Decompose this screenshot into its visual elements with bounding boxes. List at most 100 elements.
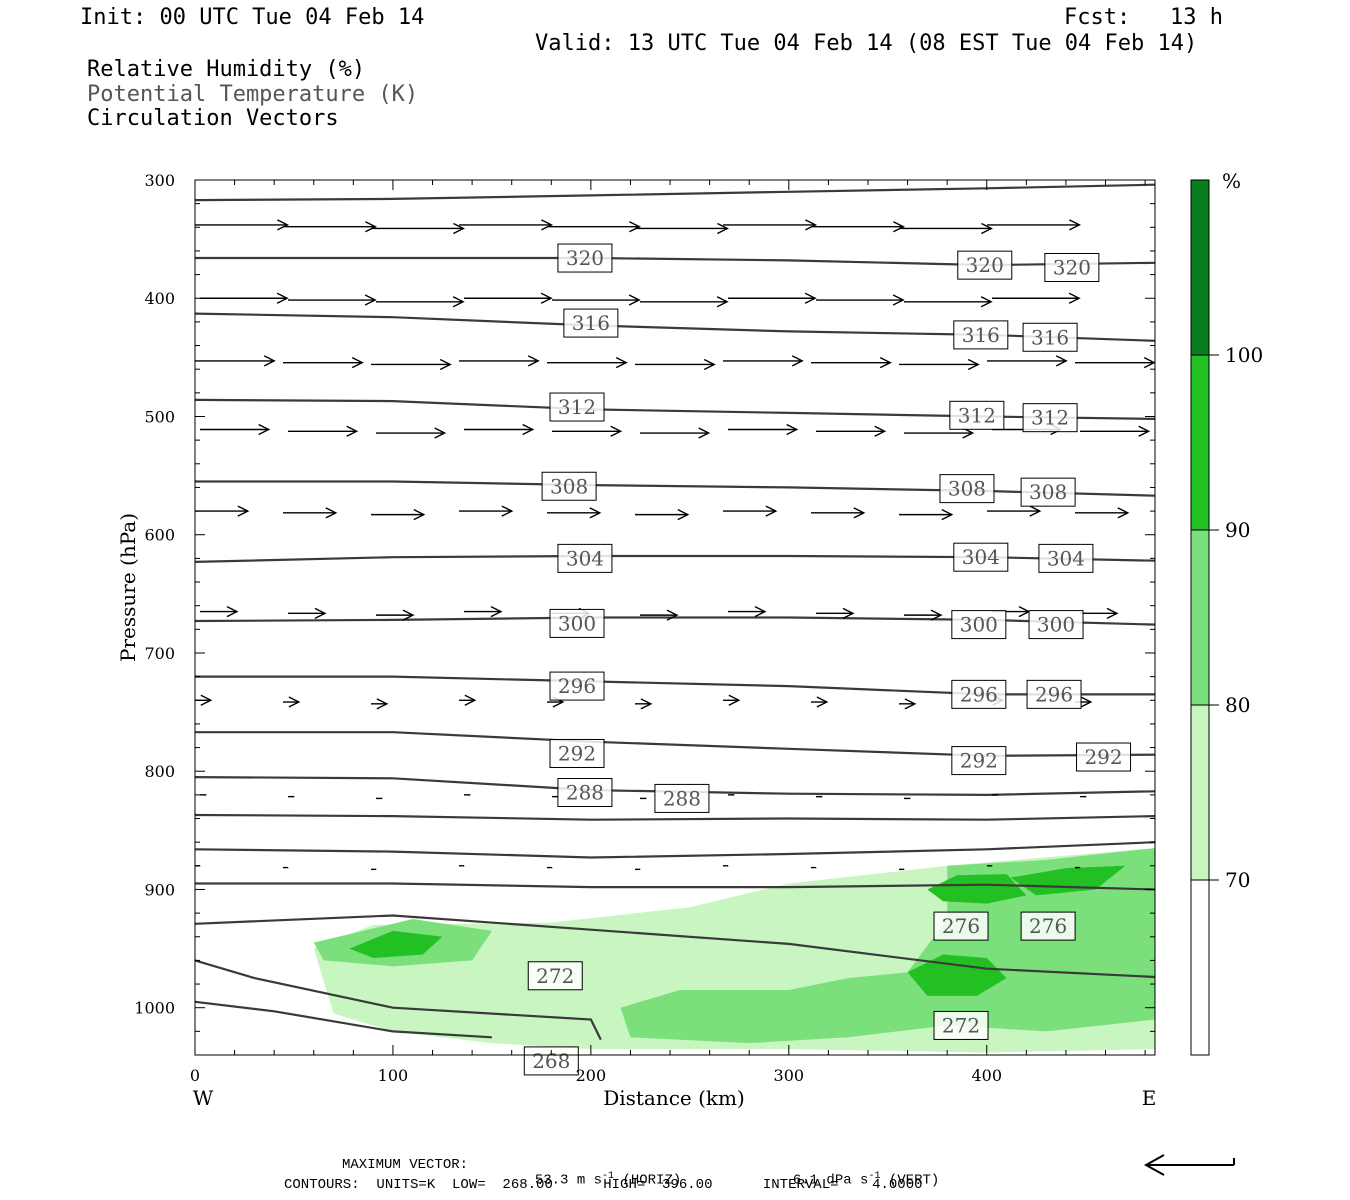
circulation-vector <box>816 294 905 306</box>
circulation-vector <box>987 505 1042 517</box>
circulation-vector <box>899 509 954 521</box>
init-time: Init: 00 UTC Tue 04 Feb 14 <box>80 5 425 30</box>
circulation-vector <box>987 355 1068 367</box>
circulation-vector <box>1075 357 1156 369</box>
circulation-vector <box>723 219 817 231</box>
rh-shade-3 <box>349 930 443 959</box>
circulation-vector <box>376 609 415 621</box>
y-tick-label: 400 <box>144 289 175 308</box>
max-vector-vert: 6.1 dPa s-1 (VERT) <box>776 1158 939 1188</box>
circulation-vector <box>376 296 465 308</box>
circulation-vector <box>811 696 829 708</box>
circulation-vector <box>635 358 716 371</box>
x-tick-label: 100 <box>378 1066 409 1085</box>
rh-shade-2 <box>620 848 1155 1044</box>
circulation-vector <box>552 294 641 306</box>
contour-label: 320 <box>557 243 613 273</box>
circulation-vector <box>376 427 447 439</box>
contour-label-text: 300 <box>558 611 596 635</box>
contour-label-text: 308 <box>948 477 986 501</box>
theta-contour-8 <box>195 731 1156 757</box>
colorbar-segment <box>1190 354 1210 531</box>
circulation-vector <box>459 219 553 231</box>
theta-contour-10 <box>194 813 1156 821</box>
contour-label: 288 <box>654 783 710 813</box>
contour-label-text: 300 <box>1037 613 1075 637</box>
circulation-vector <box>899 222 993 235</box>
colorbar-label: 70 <box>1225 868 1250 892</box>
east-label: E <box>1142 1086 1157 1110</box>
rh-shade-6 <box>907 954 1007 996</box>
contour-label-text: 292 <box>1084 745 1122 769</box>
circulation-vector <box>200 423 271 436</box>
circulation-vector <box>371 509 426 521</box>
contour-label-text: 288 <box>663 786 701 810</box>
theta-contour-0 <box>194 183 1156 202</box>
y-tick-label: 500 <box>144 407 175 426</box>
circulation-vector <box>288 294 377 306</box>
x-tick-label: 200 <box>576 1066 607 1085</box>
circulation-vector <box>723 355 804 367</box>
field-rh: Relative Humidity (%) <box>87 57 366 82</box>
contour-label-text: 296 <box>558 674 596 698</box>
contour-label: 312 <box>549 392 605 422</box>
theta-contour-12 <box>195 882 1156 891</box>
contour-label: 304 <box>557 543 613 573</box>
contour-info: CONTOURS: UNITS=K LOW= 268.00 HIGH= 396.… <box>284 1177 923 1193</box>
colorbar-segment <box>1190 704 1210 881</box>
contour-label: 296 <box>951 679 1007 709</box>
circulation-vector <box>635 509 690 521</box>
forecast-hour: Fcst: 13 h <box>1064 5 1223 30</box>
max-vector-horiz: 53.3 m s-1 (HORIZ) <box>518 1158 681 1188</box>
colorbar-segment <box>1190 529 1210 706</box>
contour-label-text: 304 <box>566 546 604 570</box>
circulation-vector <box>987 219 1081 231</box>
contour-label-text: 320 <box>966 253 1004 277</box>
circulation-vector <box>547 357 628 369</box>
colorbar-label: 100 <box>1225 343 1263 367</box>
theta-contour-13 <box>194 914 1156 979</box>
contour-label-text: 296 <box>1035 682 1073 706</box>
contour-label: 300 <box>1028 610 1084 640</box>
contour-label: 316 <box>1022 322 1078 352</box>
contour-label-text: 308 <box>1029 480 1067 504</box>
circulation-vector <box>723 694 741 706</box>
west-label: W <box>193 1086 214 1110</box>
circulation-vector <box>283 357 364 369</box>
y-tick-label: 1000 <box>134 999 175 1018</box>
contour-label: 320 <box>1044 253 1100 282</box>
field-theta: Potential Temperature (K) <box>87 82 419 107</box>
contour-label-text: 312 <box>958 403 996 427</box>
theta-contour-5 <box>194 554 1156 563</box>
valid-time: Valid: 13 UTC Tue 04 Feb 14 (08 EST Tue … <box>535 31 1198 56</box>
contour-label-text: 316 <box>1031 325 1069 349</box>
contour-label-text: 320 <box>566 246 604 270</box>
circulation-vector <box>288 607 327 619</box>
contour-label: 292 <box>549 738 605 768</box>
contour-label: 268 <box>523 1046 579 1076</box>
contour-label: 288 <box>557 778 613 807</box>
circulation-vector <box>371 698 389 710</box>
circulation-vector <box>464 605 503 618</box>
horiz-value: 53.3 m s <box>534 1172 603 1189</box>
contour-label-text: 272 <box>942 1013 980 1037</box>
circulation-vector <box>635 222 729 235</box>
circulation-vector <box>635 698 653 710</box>
contour-label: 292 <box>951 746 1007 776</box>
contour-label: 320 <box>957 250 1013 280</box>
contour-label: 316 <box>953 320 1009 350</box>
contour-label: 300 <box>951 610 1007 640</box>
vert-unit: (VERT) <box>888 1172 940 1189</box>
y-tick-label: 300 <box>144 171 175 190</box>
circulation-vector <box>547 507 602 519</box>
contour-label: 292 <box>1076 742 1132 772</box>
theta-contour-11 <box>194 841 1156 859</box>
circulation-vector <box>459 505 514 517</box>
contour-label-text: 316 <box>962 323 1000 347</box>
circulation-vector <box>899 698 917 710</box>
contour-label: 304 <box>1038 543 1094 573</box>
circulation-vector <box>723 505 778 517</box>
contour-label: 312 <box>1022 403 1078 433</box>
theta-contour-14 <box>194 959 602 1041</box>
contour-label-text: 304 <box>962 545 1000 569</box>
